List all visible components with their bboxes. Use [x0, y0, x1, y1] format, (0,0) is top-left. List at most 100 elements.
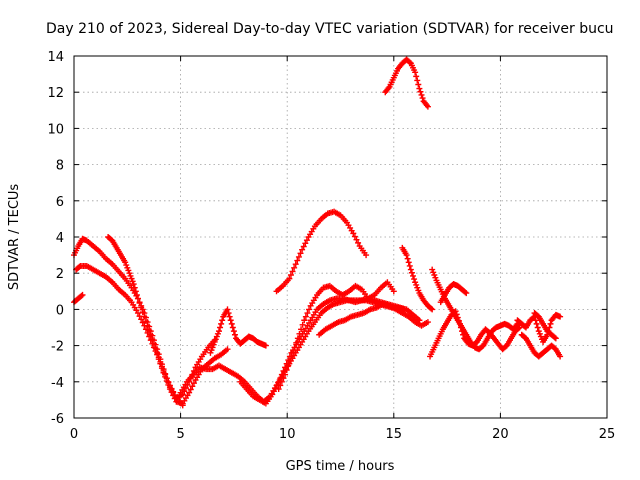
data-point [231, 331, 238, 338]
data-point [412, 279, 419, 286]
data-point [150, 340, 157, 347]
data-point [285, 362, 292, 369]
data-point [160, 367, 167, 374]
data-point [415, 287, 422, 294]
data-point [286, 275, 293, 282]
data-point [296, 330, 303, 337]
data-point [415, 81, 422, 88]
x-tick-label: 20 [492, 427, 509, 442]
data-point [417, 88, 424, 95]
data-point [154, 349, 161, 356]
series-sat-d [105, 234, 186, 409]
data-point [155, 354, 162, 361]
data-point [230, 328, 237, 335]
data-point [269, 391, 276, 398]
data-point [280, 375, 287, 382]
data-point [552, 335, 559, 342]
data-point [353, 236, 360, 243]
data-point [294, 335, 301, 342]
y-tick-label: 14 [47, 50, 64, 65]
data-point [403, 252, 410, 259]
data-point [209, 344, 216, 351]
data-point [413, 281, 420, 288]
series-sat-q [518, 331, 564, 360]
data-point [157, 358, 164, 365]
data-point [414, 77, 421, 84]
data-point [409, 272, 416, 279]
y-axis-label: SDTVAR / TECUs [7, 184, 22, 291]
data-point [557, 353, 564, 360]
data-point [302, 240, 309, 247]
data-point [408, 269, 415, 276]
data-point [139, 319, 146, 326]
y-tick-label: 12 [47, 86, 64, 101]
data-point [139, 309, 146, 316]
data-point [162, 371, 169, 378]
y-tick-label: 2 [56, 267, 64, 282]
data-point [306, 306, 313, 313]
data-point [390, 288, 397, 295]
data-point [219, 317, 226, 324]
data-point [418, 91, 425, 98]
data-point [262, 342, 269, 349]
data-point [303, 237, 310, 244]
y-tick-label: 0 [56, 303, 64, 318]
series-sat-h [275, 279, 397, 393]
data-point [138, 316, 145, 323]
data-point [227, 317, 234, 324]
data-point [214, 330, 221, 337]
data-point [152, 345, 159, 352]
data-point [270, 388, 277, 395]
data-point [404, 255, 411, 262]
data-point [149, 336, 156, 343]
data-point [187, 386, 194, 393]
data-point [123, 262, 130, 269]
data-point [170, 388, 177, 395]
data-point [217, 324, 224, 331]
data-point [224, 346, 231, 353]
data-point [129, 278, 136, 285]
data-point [128, 275, 135, 282]
data-point [168, 385, 175, 392]
data-point [138, 304, 145, 311]
data-point [428, 305, 435, 312]
data-point [215, 328, 222, 335]
data-point [405, 259, 412, 266]
data-point [272, 385, 279, 392]
data-point [225, 310, 232, 317]
data-point [462, 289, 469, 296]
data-point [537, 333, 544, 340]
data-point [211, 338, 218, 345]
data-point [416, 85, 423, 92]
data-point [163, 375, 170, 382]
series-sat-p [514, 311, 564, 345]
x-tick-label: 10 [279, 427, 296, 442]
data-point [363, 252, 370, 259]
x-axis-label: GPS time / hours [286, 459, 395, 474]
data-point [186, 389, 193, 396]
data-point [124, 264, 131, 271]
series-sat-i [316, 300, 431, 338]
data-point [226, 313, 233, 320]
data-point [547, 320, 554, 327]
data-point [424, 319, 431, 326]
data-point [229, 324, 236, 331]
y-tick-label: 8 [56, 159, 64, 174]
data-point [166, 382, 173, 389]
data-point [302, 313, 309, 320]
data-point [78, 292, 85, 299]
y-tick-label: -2 [51, 340, 64, 355]
data-point [126, 270, 133, 277]
data-point [536, 330, 543, 337]
data-point [142, 318, 149, 325]
data-point [144, 322, 151, 329]
grid [74, 56, 607, 418]
data-point [165, 378, 172, 385]
data-point [275, 386, 282, 393]
data-point [127, 272, 134, 279]
data-point [131, 284, 138, 291]
data-point [290, 348, 297, 355]
data-point [289, 268, 296, 275]
data-point [551, 334, 558, 341]
x-tick-label: 15 [386, 427, 403, 442]
